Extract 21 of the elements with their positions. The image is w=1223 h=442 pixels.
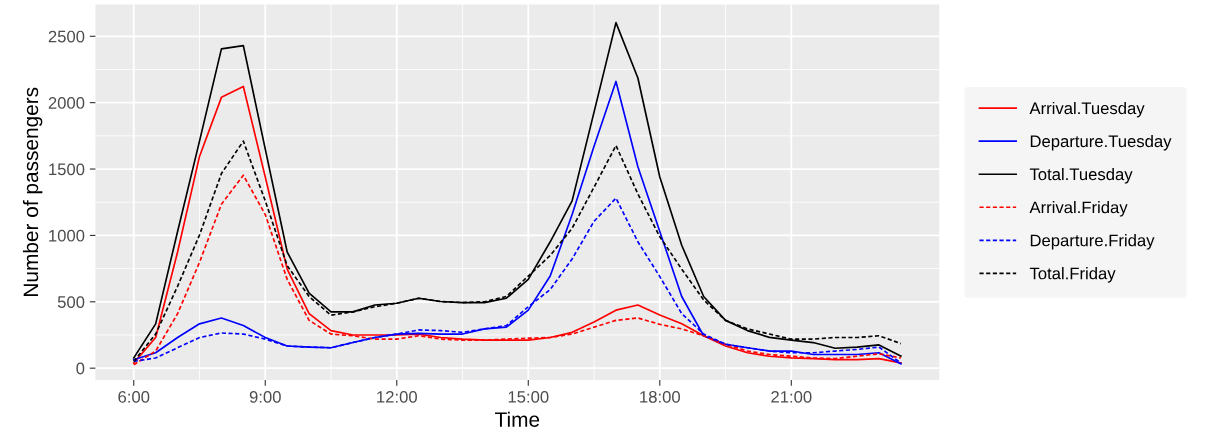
legend-label: Arrival.Friday: [1029, 201, 1128, 217]
y-axis-title: Number of passengers: [22, 87, 43, 296]
legend-label: Arrival.Tuesday: [1029, 101, 1145, 118]
y-tick-label: 500: [57, 296, 85, 308]
x-tick-label: 6:00: [118, 390, 150, 403]
legend-label: Departure.Tuesday: [1030, 134, 1172, 151]
x-tick-label: 21:00: [771, 390, 812, 403]
y-tick-label: 1000: [49, 229, 85, 242]
legend-label: Total.Friday: [1029, 267, 1116, 283]
legend-label: Departure.Friday: [1030, 234, 1155, 250]
x-tick-label: 12:00: [377, 390, 417, 403]
x-axis-title: Time: [495, 411, 540, 427]
x-tick-label: 18:00: [640, 390, 680, 403]
x-tick-label: 15:00: [508, 390, 549, 403]
x-tick-label: 9:00: [249, 390, 281, 403]
y-tick-label: 0: [76, 362, 85, 375]
y-tick-label: 2000: [48, 97, 85, 109]
legend-label: Total.Tuesday: [1029, 167, 1133, 184]
y-tick-label: 2500: [48, 30, 85, 43]
y-tick-label: 1500: [49, 163, 85, 176]
line-series: [132, 21, 902, 359]
